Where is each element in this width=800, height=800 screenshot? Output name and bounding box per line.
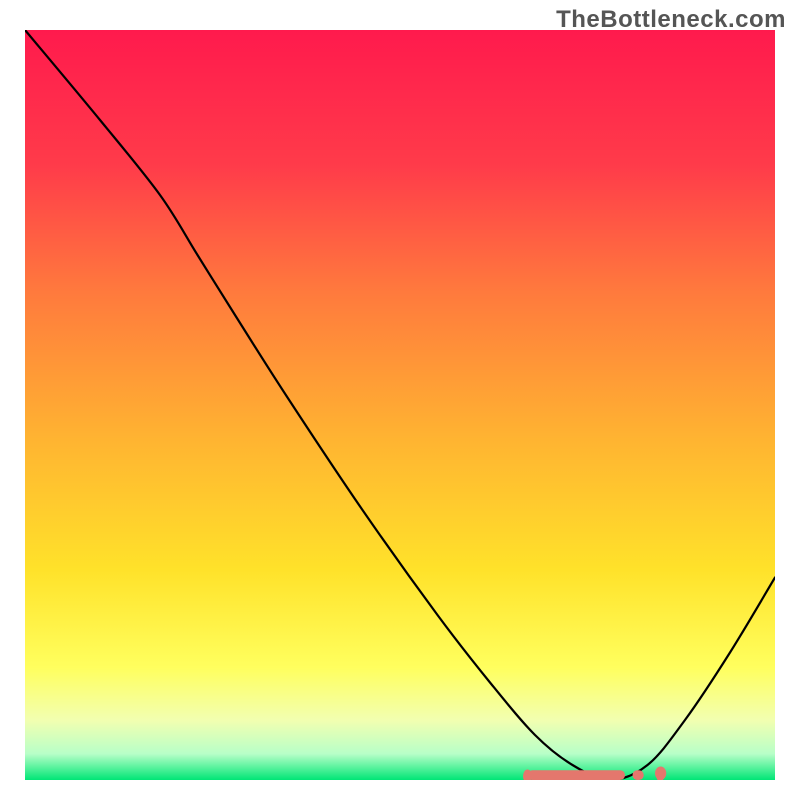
plot-area (25, 30, 775, 780)
chart-background (25, 30, 775, 780)
bottleneck-curve-chart (25, 30, 775, 780)
chart-container: TheBottleneck.com (0, 0, 800, 800)
